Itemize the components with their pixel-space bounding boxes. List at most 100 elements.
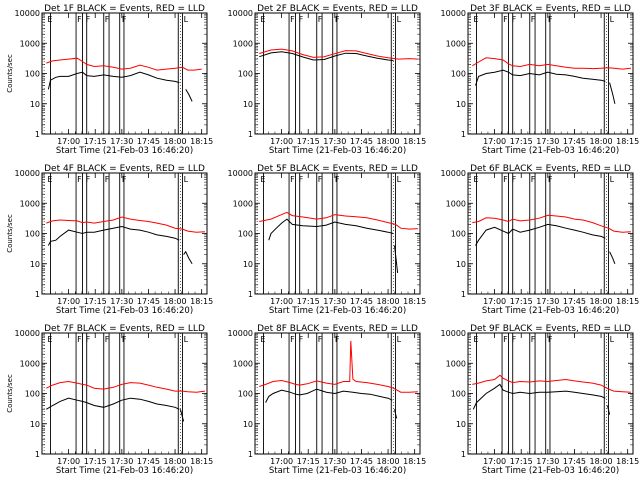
- y-tick-label: 100: [451, 230, 466, 239]
- segment-flag: F: [86, 15, 91, 24]
- y-tick-label: 1000: [446, 199, 466, 208]
- x-tick-label: 17:30: [536, 297, 559, 306]
- segment-flag: F: [77, 335, 82, 344]
- y-tick-label: 10000: [228, 329, 253, 338]
- series-line-events: [47, 225, 180, 246]
- segment-flag: F: [290, 15, 295, 24]
- segment-flag: F: [318, 335, 323, 344]
- y-tick-label: 100: [238, 390, 253, 399]
- x-tick-label: 18:15: [190, 137, 213, 146]
- segment-flag: F: [86, 175, 91, 184]
- y-tick-label: 1: [461, 130, 466, 139]
- segment-flag: E: [260, 15, 265, 24]
- x-axis-label: Start Time (21-Feb-03 16:46:20): [482, 306, 619, 316]
- segment-flag: E: [260, 175, 265, 184]
- segment-flag: L: [610, 15, 615, 24]
- x-tick-label: 17:45: [137, 137, 160, 146]
- y-tick-label: 1000: [233, 39, 253, 48]
- chart-panel-6: Det 6F BLACK = Events, RED = LLD 1 10 100 10…: [441, 164, 640, 316]
- chart-panel-3: Det 3F BLACK = Events, RED = LLD 1 10 100 10…: [441, 4, 640, 156]
- segment-flag: F: [548, 175, 553, 184]
- segment-flag: F: [105, 15, 110, 24]
- x-tick-label: 17:15: [510, 457, 533, 466]
- segment-flag: L: [610, 175, 615, 184]
- segment-flag: F: [122, 175, 127, 184]
- y-tick-label: 10000: [228, 9, 253, 18]
- chart-title: Det 3F BLACK = Events, RED = LLD: [470, 4, 631, 14]
- y-tick-label: 10: [30, 420, 40, 429]
- segment-flag: F: [299, 175, 304, 184]
- x-axis-label: Start Time (21-Feb-03 16:46:20): [269, 466, 406, 476]
- y-tick-label: 10000: [441, 169, 466, 178]
- series-line-events: [475, 223, 606, 246]
- y-tick-label: 1000: [20, 359, 40, 368]
- y-tick-label: 100: [25, 390, 40, 399]
- chart-panel-1: Det 1F BLACK = Events, RED = LLD 1 10 100 10…: [6, 4, 213, 156]
- segment-flag: E: [47, 175, 52, 184]
- segment-flag: F: [105, 335, 110, 344]
- y-tick-label: 10: [243, 420, 253, 429]
- x-tick-label: 18:00: [590, 137, 613, 146]
- series-line-lld: [259, 211, 418, 230]
- x-tick-label: 18:00: [164, 297, 187, 306]
- series-line-events: [609, 82, 616, 104]
- x-tick-label: 17:00: [483, 457, 506, 466]
- segment-flag: F: [335, 175, 340, 184]
- x-tick-label: 17:00: [57, 137, 80, 146]
- chart-panel-9: Det 9F BLACK = Events, RED = LLD 1 10 100 10…: [441, 324, 640, 476]
- y-tick-label: 1000: [446, 359, 466, 368]
- x-tick-label: 18:00: [377, 297, 400, 306]
- chart-title: Det 9F BLACK = Events, RED = LLD: [470, 324, 631, 334]
- chart-panel-2: Det 2F BLACK = Events, RED = LLD 1 10 100 10…: [228, 4, 427, 156]
- x-tick-label: 18:15: [403, 137, 426, 146]
- x-axis-label: Start Time (21-Feb-03 16:46:20): [56, 306, 193, 316]
- series-line-events: [179, 409, 185, 422]
- series-line-events: [265, 388, 393, 403]
- segment-flag: F: [512, 335, 517, 344]
- y-tick-label: 10: [456, 420, 466, 429]
- y-tick-label: 1: [35, 450, 40, 459]
- series-line-lld: [472, 57, 631, 70]
- y-axis-label: Counts/sec: [6, 214, 14, 253]
- series-line-events: [185, 89, 193, 102]
- x-tick-label: 17:45: [350, 297, 373, 306]
- segment-flag: F: [531, 15, 536, 24]
- segment-flag: F: [335, 15, 340, 24]
- chart-title: Det 6F BLACK = Events, RED = LLD: [470, 164, 631, 174]
- y-tick-label: 10: [30, 100, 40, 109]
- y-axis-label: Counts/sec: [6, 54, 14, 93]
- segment-flag: E: [47, 15, 52, 24]
- segment-flag: F: [77, 15, 82, 24]
- x-axis-label: Start Time (21-Feb-03 16:46:20): [269, 146, 406, 156]
- x-tick-label: 17:15: [297, 297, 320, 306]
- y-tick-label: 100: [25, 230, 40, 239]
- series-line-lld: [46, 380, 205, 393]
- series-line-events: [47, 71, 180, 90]
- y-tick-label: 1: [248, 130, 253, 139]
- series-line-lld: [46, 216, 205, 233]
- y-tick-label: 1: [461, 290, 466, 299]
- x-tick-label: 17:45: [563, 137, 586, 146]
- segment-flag: F: [335, 335, 340, 344]
- segment-flag: F: [548, 335, 553, 344]
- segment-flag: F: [86, 335, 91, 344]
- series-line-events: [46, 397, 180, 410]
- y-axis-label: Counts/sec: [6, 374, 14, 413]
- y-tick-label: 1000: [446, 39, 466, 48]
- y-tick-label: 100: [238, 70, 253, 79]
- segment-flag: E: [473, 335, 478, 344]
- segment-flag: F: [531, 335, 536, 344]
- chart-panel-8: Det 8F BLACK = Events, RED = LLD 1 10 100 10…: [228, 324, 427, 476]
- series-line-events: [259, 51, 394, 61]
- y-tick-label: 1: [461, 450, 466, 459]
- y-tick-label: 1: [248, 290, 253, 299]
- y-tick-label: 100: [238, 230, 253, 239]
- chart-title: Det 1F BLACK = Events, RED = LLD: [44, 4, 205, 14]
- chart-title: Det 5F BLACK = Events, RED = LLD: [257, 164, 418, 174]
- segment-flag: F: [503, 335, 508, 344]
- segment-flag: F: [299, 15, 304, 24]
- x-tick-label: 17:30: [536, 457, 559, 466]
- x-tick-label: 18:15: [616, 137, 639, 146]
- y-tick-label: 100: [451, 390, 466, 399]
